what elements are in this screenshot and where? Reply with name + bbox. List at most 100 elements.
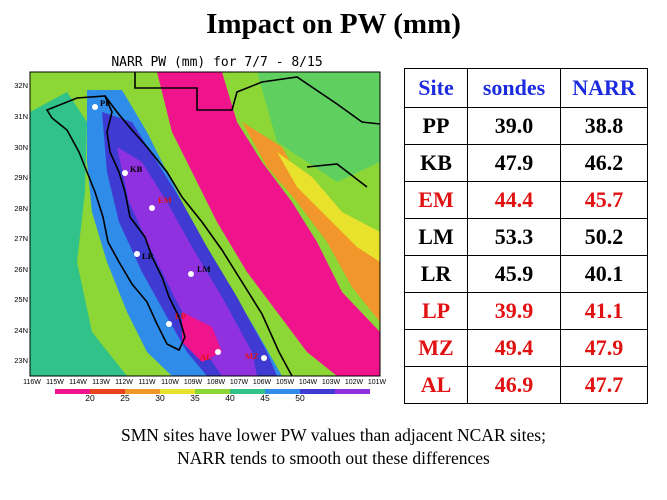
lat-label: 23N <box>14 356 28 365</box>
longitude-axis: 116W 115W 114W 113W 112W 111W 110W 109W … <box>23 379 386 386</box>
cell-sondes: 39.0 <box>467 107 561 145</box>
colorbar-tick: 50 <box>295 393 305 402</box>
cell-sondes: 46.9 <box>467 366 561 404</box>
lat-label: 26N <box>14 265 28 274</box>
lon-label: 115W <box>46 379 64 386</box>
colorbar-tick: 35 <box>190 393 200 402</box>
cell-sondes: 49.4 <box>467 329 561 367</box>
site-label-lp: LP <box>175 311 186 321</box>
lon-label: 113W <box>92 379 110 386</box>
coastlines <box>45 72 380 376</box>
cell-sondes: 39.9 <box>467 292 561 330</box>
table-row: EM 44.4 45.7 <box>404 181 648 219</box>
cell-narr: 46.2 <box>560 144 648 182</box>
cell-site: MZ <box>404 329 468 367</box>
lon-label: 102W <box>345 379 364 386</box>
cell-narr: 50.2 <box>560 218 648 256</box>
map-frame <box>29 71 381 377</box>
header-site: Site <box>404 68 468 108</box>
cell-narr: 38.8 <box>560 107 648 145</box>
lon-label: 104W <box>299 379 318 386</box>
colorbar: 20 25 30 35 40 45 50 <box>55 389 370 402</box>
cell-site: EM <box>404 181 468 219</box>
lon-label: 109W <box>184 379 203 386</box>
lon-label: 105W <box>276 379 295 386</box>
lat-label: 25N <box>14 295 28 304</box>
cell-narr: 45.7 <box>560 181 648 219</box>
site-label-al: AL <box>200 352 212 362</box>
table-header-row: Site sondes NARR <box>404 68 648 108</box>
lat-label: 31N <box>14 112 28 121</box>
cell-sondes: 45.9 <box>467 255 561 293</box>
site-marker-lp: LP <box>166 311 186 327</box>
pw-map-figure: NARR PW (mm) for 7/7 - 8/15 <box>14 55 386 402</box>
lon-label: 112W <box>115 379 133 386</box>
site-marker-al: AL <box>200 349 221 362</box>
colorbar-segment <box>300 389 335 394</box>
pw-comparison-table: Site sondes NARR PP 39.0 38.8 KB 47.9 46… <box>404 68 648 404</box>
caption: SMN sites have lower PW values than adja… <box>0 424 667 470</box>
lon-label: 101W <box>368 379 387 386</box>
site-marker-lm: LM <box>188 264 211 277</box>
site-label-em: EM <box>158 195 172 205</box>
site-label-lr: LR <box>142 251 155 261</box>
latitude-axis: 32N 31N 30N 29N 28N 27N 26N 25N 24N 23N <box>14 81 28 365</box>
table-row: LP 39.9 41.1 <box>404 292 648 330</box>
colorbar-tick: 25 <box>120 393 130 402</box>
site-label-mz: MZ <box>245 351 259 361</box>
site-marker-pp: PP <box>92 98 110 110</box>
pw-map: NARR PW (mm) for 7/7 - 8/15 <box>7 52 397 402</box>
colorbar-segment <box>265 389 300 394</box>
cell-sondes: 53.3 <box>467 218 561 256</box>
colorbar-segment <box>90 389 125 394</box>
lon-label: 116W <box>23 379 41 386</box>
colorbar-segment <box>55 389 90 394</box>
lon-label: 114W <box>69 379 87 386</box>
header-sondes: sondes <box>467 68 561 108</box>
lat-label: 27N <box>14 234 28 243</box>
site-marker-mz: MZ <box>245 351 267 361</box>
table-row: AL 46.9 47.7 <box>404 366 648 404</box>
header-narr: NARR <box>560 68 648 108</box>
cell-narr: 47.7 <box>560 366 648 404</box>
lat-label: 24N <box>14 326 28 335</box>
colorbar-tick: 45 <box>260 393 270 402</box>
table-row: KB 47.9 46.2 <box>404 144 648 182</box>
lon-label: 107W <box>230 379 249 386</box>
colorbar-tick: 30 <box>155 393 165 402</box>
table-row: PP 39.0 38.8 <box>404 107 648 145</box>
site-markers: PP KB EM LR LM LP <box>92 98 267 362</box>
cell-site: KB <box>404 144 468 182</box>
colorbar-tick: 40 <box>225 393 235 402</box>
colorbar-segment <box>125 389 160 394</box>
cell-site: PP <box>404 107 468 145</box>
site-marker-em: EM <box>149 195 172 211</box>
colorbar-segment <box>195 389 230 394</box>
colorbar-segment <box>230 389 265 394</box>
site-label-lm: LM <box>197 264 211 274</box>
cell-narr: 47.9 <box>560 329 648 367</box>
colorbar-segment <box>335 389 370 394</box>
pw-contour-field <box>30 72 380 376</box>
site-label-kb: KB <box>130 164 143 174</box>
table-row: MZ 49.4 47.9 <box>404 329 648 367</box>
lat-label: 28N <box>14 204 28 213</box>
colorbar-tick: 20 <box>85 393 95 402</box>
lon-label: 110W <box>161 379 179 386</box>
colorbar-segment <box>160 389 195 394</box>
lon-label: 111W <box>138 379 156 386</box>
lon-label: 103W <box>322 379 341 386</box>
cell-sondes: 47.9 <box>467 144 561 182</box>
table-row: LM 53.3 50.2 <box>404 218 648 256</box>
cell-narr: 41.1 <box>560 292 648 330</box>
cell-site: LM <box>404 218 468 256</box>
slide-title: Impact on PW (mm) <box>206 8 461 40</box>
lat-label: 30N <box>14 143 28 152</box>
lat-label: 29N <box>14 173 28 182</box>
lon-label: 106W <box>253 379 272 386</box>
site-marker-lr: LR <box>134 251 155 261</box>
lon-label: 108W <box>207 379 226 386</box>
lat-label: 32N <box>14 81 28 90</box>
site-marker-kb: KB <box>122 164 143 176</box>
caption-line-1: SMN sites have lower PW values than adja… <box>121 425 546 445</box>
